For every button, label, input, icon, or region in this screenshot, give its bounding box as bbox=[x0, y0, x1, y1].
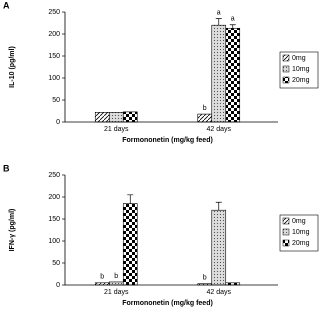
bar bbox=[108, 112, 124, 123]
error-bar bbox=[215, 201, 222, 211]
x-axis-label: Formononetin (mg/kg feed) bbox=[122, 300, 213, 307]
bar bbox=[197, 113, 213, 123]
y-tick-label: 50 bbox=[52, 97, 60, 104]
legend-label: 0mg bbox=[292, 55, 306, 62]
legend-swatch bbox=[282, 76, 290, 84]
bar bbox=[211, 24, 227, 123]
bar bbox=[108, 281, 124, 286]
legend-swatch bbox=[282, 65, 290, 73]
significance-letter: b bbox=[203, 275, 207, 282]
bar bbox=[211, 209, 227, 286]
error-bar bbox=[127, 194, 134, 204]
y-axis-label: IL-10 (pg/ml) bbox=[9, 46, 16, 88]
axes bbox=[64, 12, 278, 123]
legend-swatch bbox=[282, 228, 290, 236]
x-tick-label: 42 days bbox=[206, 289, 231, 296]
y-tick-label: 150 bbox=[48, 53, 60, 60]
bar bbox=[122, 203, 138, 286]
legend-label: 10mg bbox=[292, 229, 310, 236]
significance-letter: b bbox=[203, 105, 207, 112]
y-tick-label: 250 bbox=[48, 172, 60, 179]
legend-swatch bbox=[282, 239, 290, 247]
x-axis-label: Formononetin (mg/kg feed) bbox=[122, 137, 213, 144]
panel-label: A bbox=[3, 0, 10, 10]
legend-label: 20mg bbox=[292, 240, 310, 247]
y-tick-label: 0 bbox=[56, 119, 60, 126]
y-tick-label: 100 bbox=[48, 75, 60, 82]
y-tick-label: 50 bbox=[52, 260, 60, 267]
legend-swatch bbox=[282, 217, 290, 225]
legend-label: 0mg bbox=[292, 218, 306, 225]
error-bar bbox=[229, 24, 236, 29]
y-tick-label: 200 bbox=[48, 194, 60, 201]
bar bbox=[94, 112, 110, 123]
significance-letter: b bbox=[114, 273, 118, 280]
y-tick-label: 100 bbox=[48, 238, 60, 245]
y-axis-label: IFN-γ (pg/ml) bbox=[9, 209, 16, 252]
error-bar bbox=[215, 18, 222, 26]
significance-letter: a bbox=[217, 9, 221, 16]
axes bbox=[64, 175, 278, 286]
bar bbox=[225, 27, 241, 123]
panel-label: B bbox=[3, 163, 10, 173]
significance-letter: a bbox=[231, 16, 235, 23]
x-tick-label: 21 days bbox=[104, 126, 129, 133]
bar bbox=[122, 111, 138, 123]
y-tick-label: 150 bbox=[48, 216, 60, 223]
y-tick-label: 0 bbox=[56, 282, 60, 289]
legend-label: 20mg bbox=[292, 77, 310, 84]
significance-letter: b bbox=[100, 274, 104, 281]
legend-label: 10mg bbox=[292, 66, 310, 73]
y-tick-label: 250 bbox=[48, 9, 60, 16]
legend-swatch bbox=[282, 54, 290, 62]
y-tick-label: 200 bbox=[48, 31, 60, 38]
x-tick-label: 42 days bbox=[206, 126, 231, 133]
x-tick-label: 21 days bbox=[104, 289, 129, 296]
